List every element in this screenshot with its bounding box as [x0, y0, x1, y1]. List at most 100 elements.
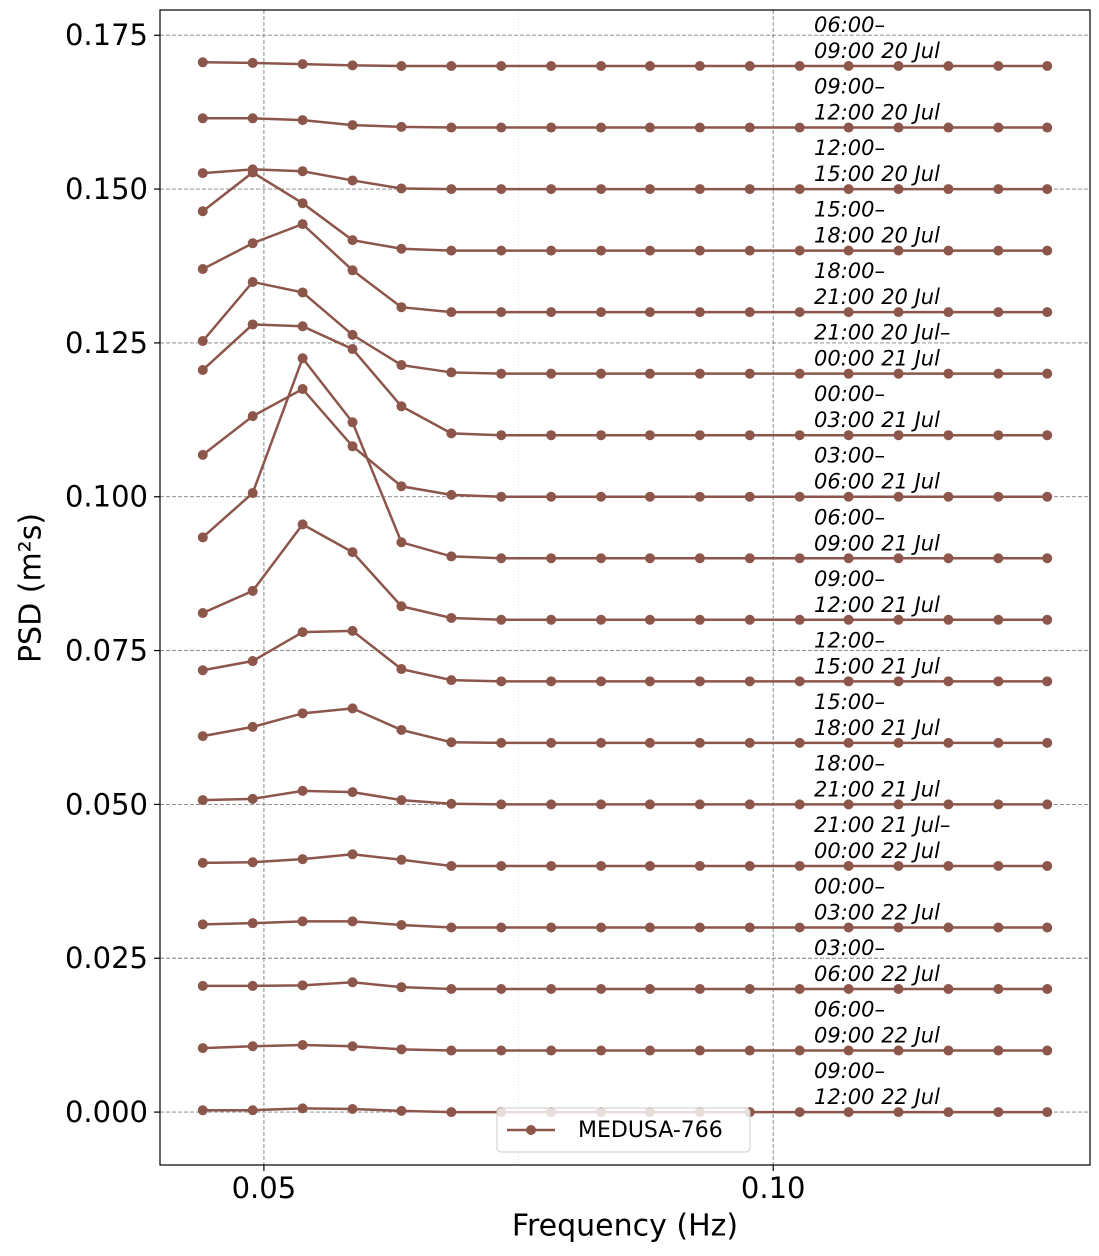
- series-marker: [893, 676, 904, 687]
- series-annotation: 03:00– 06:00 21 Jul: [814, 444, 940, 494]
- series-line: [202, 707, 1048, 745]
- series-marker: [446, 489, 457, 500]
- series-marker: [446, 860, 457, 871]
- axes-frame: [159, 9, 1091, 1166]
- annotation-line: 15:00 21 Jul: [814, 654, 940, 678]
- series-marker: [1042, 184, 1053, 195]
- series-marker: [546, 491, 557, 502]
- series-marker: [893, 1107, 904, 1118]
- series-marker: [694, 184, 705, 195]
- series-marker: [1042, 922, 1053, 933]
- series-marker: [297, 384, 308, 395]
- series-marker: [694, 245, 705, 256]
- series-marker: [1042, 245, 1053, 256]
- series-line: [202, 629, 1048, 683]
- series-marker: [843, 1107, 854, 1118]
- series-marker: [247, 585, 258, 596]
- series-marker: [446, 60, 457, 71]
- series-marker: [546, 122, 557, 133]
- series-marker: [247, 980, 258, 991]
- series-marker: [197, 336, 208, 347]
- series-marker: [694, 860, 705, 871]
- series-marker: [843, 245, 854, 256]
- series-marker: [943, 491, 954, 502]
- series-marker: [694, 307, 705, 318]
- series-annotation: 06:00– 09:00 22 Jul: [814, 998, 940, 1048]
- series-annotation: 15:00– 18:00 21 Jul: [814, 690, 940, 740]
- series-marker: [297, 1040, 308, 1051]
- series-marker: [546, 553, 557, 564]
- series-marker: [644, 922, 655, 933]
- series-marker: [347, 344, 358, 355]
- series-marker: [644, 860, 655, 871]
- series-marker: [943, 860, 954, 871]
- series-marker: [347, 329, 358, 340]
- series-marker: [744, 860, 755, 871]
- series-marker: [744, 984, 755, 995]
- series-marker: [347, 1104, 358, 1115]
- series-marker: [546, 676, 557, 687]
- series-marker: [694, 614, 705, 625]
- series-marker: [297, 1103, 308, 1114]
- series-marker: [993, 60, 1004, 71]
- series-line: [202, 522, 1048, 622]
- series-marker: [1042, 614, 1053, 625]
- series-marker: [396, 401, 407, 412]
- series-marker: [247, 319, 258, 330]
- series-marker: [694, 737, 705, 748]
- y-tick-label: 0.175: [65, 18, 148, 52]
- series-marker: [843, 1045, 854, 1056]
- annotation-line: 06:00–: [814, 998, 885, 1022]
- series-marker: [794, 799, 805, 810]
- series-marker: [446, 675, 457, 686]
- series-marker: [993, 368, 1004, 379]
- series-marker: [596, 60, 607, 71]
- series-marker: [347, 235, 358, 246]
- x-axis-label: Frequency (Hz): [512, 1209, 738, 1244]
- series-marker: [247, 918, 258, 929]
- series-marker: [496, 122, 507, 133]
- series-marker: [744, 1045, 755, 1056]
- series-marker: [546, 368, 557, 379]
- annotation-line: 15:00–: [814, 198, 885, 222]
- series-marker: [843, 307, 854, 318]
- series-marker: [347, 265, 358, 276]
- series-marker: [347, 625, 358, 636]
- series-marker: [993, 307, 1004, 318]
- series-marker: [596, 368, 607, 379]
- series-marker: [297, 980, 308, 991]
- series-marker: [1042, 1107, 1053, 1118]
- annotation-line: 21:00 21 Jul–: [814, 813, 950, 837]
- series-marker: [943, 122, 954, 133]
- series-marker: [644, 676, 655, 687]
- series-marker: [843, 676, 854, 687]
- series-marker: [546, 184, 557, 195]
- series-marker: [843, 491, 854, 502]
- annotation-line: 21:00 20 Jul–: [814, 321, 950, 345]
- series-marker: [496, 737, 507, 748]
- series-marker: [993, 860, 1004, 871]
- series-marker: [347, 441, 358, 452]
- series-marker: [744, 491, 755, 502]
- series-line: [202, 920, 1048, 929]
- series-marker: [943, 1045, 954, 1056]
- series-line: [202, 1043, 1048, 1052]
- series-marker: [694, 799, 705, 810]
- series-marker: [446, 798, 457, 809]
- series-marker: [247, 1041, 258, 1052]
- series-marker: [843, 60, 854, 71]
- annotation-line: 12:00 22 Jul: [814, 1085, 940, 1109]
- series-marker: [794, 737, 805, 748]
- series-marker: [446, 428, 457, 439]
- series-marker: [197, 1043, 208, 1054]
- legend: MEDUSA-766: [496, 1107, 751, 1153]
- series-marker: [993, 1045, 1004, 1056]
- series-marker: [596, 799, 607, 810]
- series-marker: [943, 984, 954, 995]
- series-marker: [446, 1045, 457, 1056]
- series-marker: [297, 916, 308, 927]
- series-marker: [297, 519, 308, 530]
- series-marker: [893, 984, 904, 995]
- series-marker: [1042, 737, 1053, 748]
- series-marker: [893, 122, 904, 133]
